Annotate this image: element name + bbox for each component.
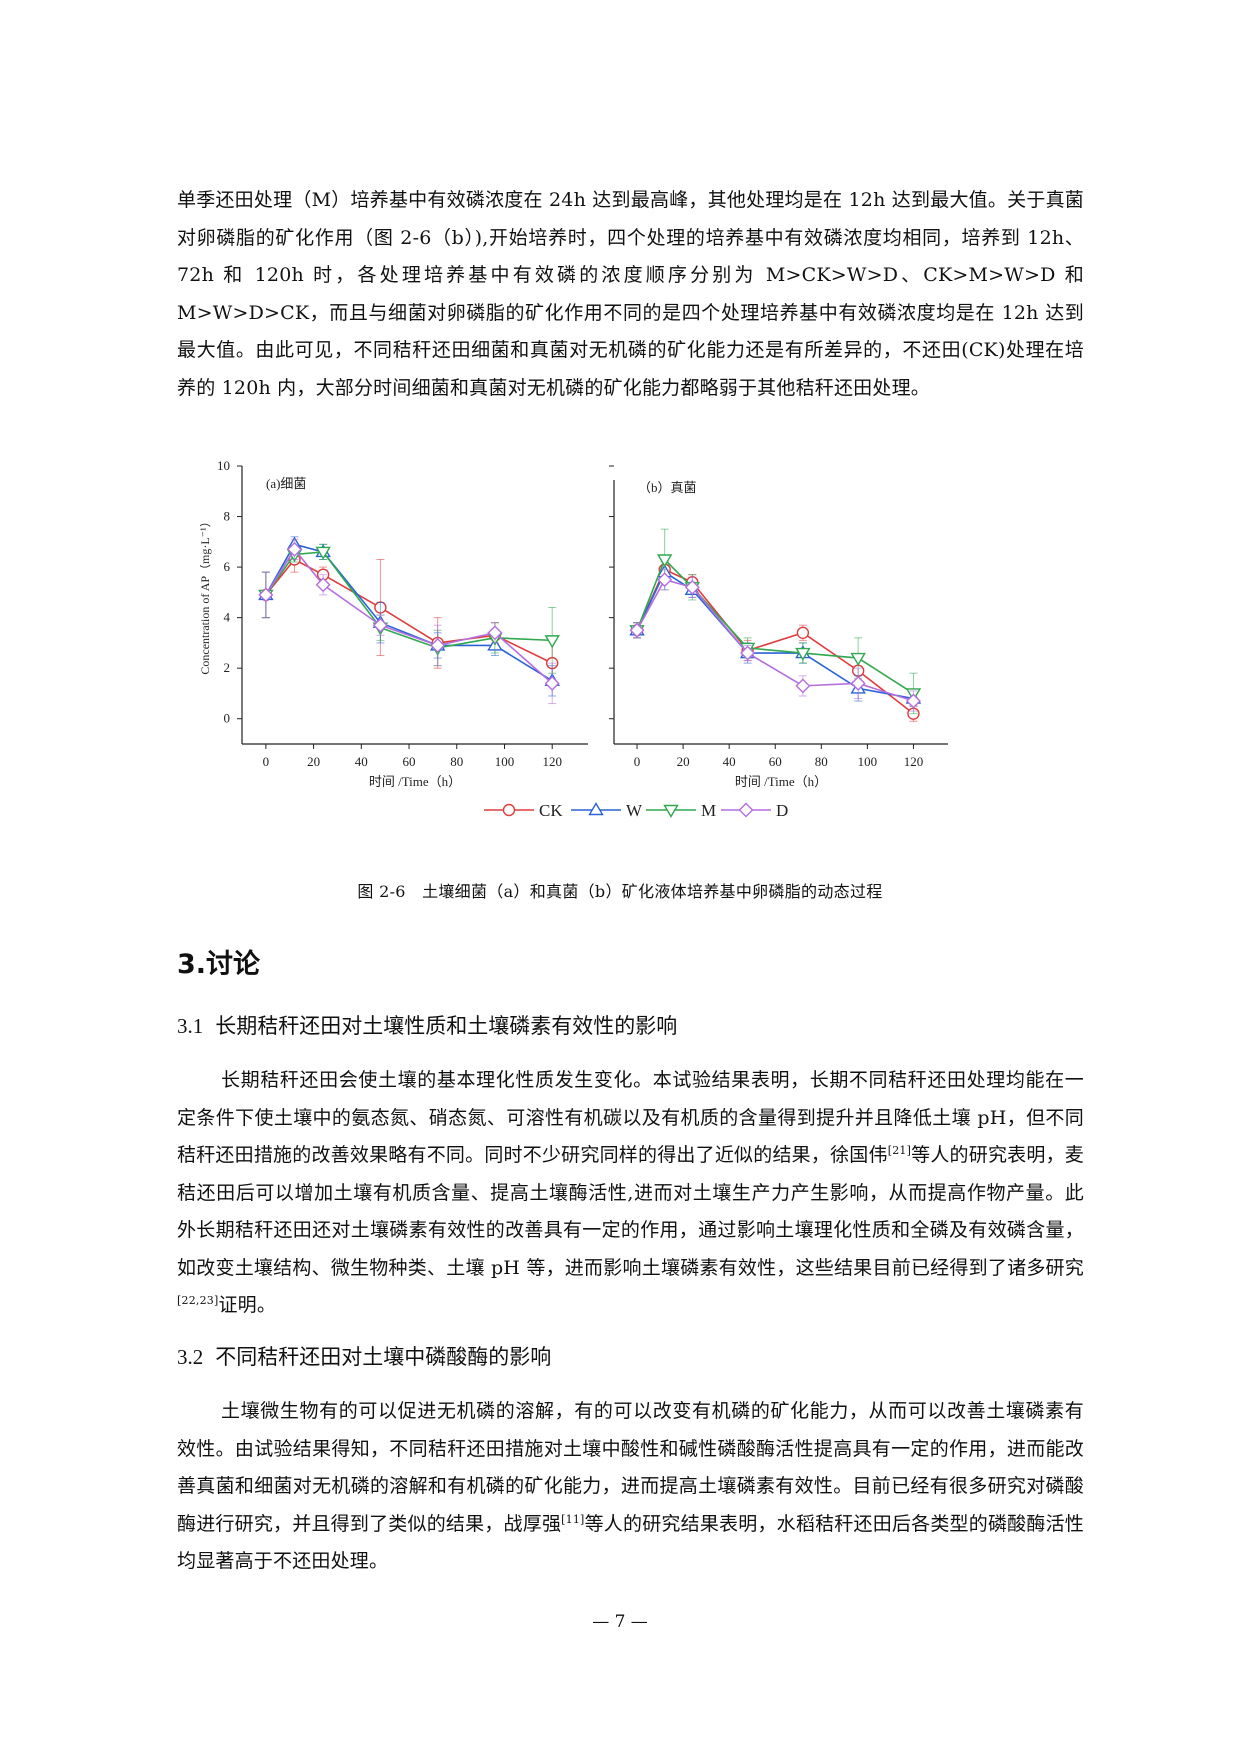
y-tick-label: 0 xyxy=(224,711,231,726)
subsection-number: 3.1 xyxy=(177,1014,204,1038)
series-line xyxy=(636,578,914,702)
legend-marker xyxy=(502,803,516,817)
y-tick-label: 8 xyxy=(224,509,231,524)
x-tick-label: 120 xyxy=(904,754,924,769)
x-tick-label: 100 xyxy=(495,754,515,769)
series-d xyxy=(629,569,921,712)
series-d xyxy=(258,538,560,705)
data-point xyxy=(315,546,331,560)
legend-label: W xyxy=(626,801,643,820)
y-tick-label: 6 xyxy=(224,559,231,574)
series-line xyxy=(636,568,914,715)
page-number: — 7 — xyxy=(592,1612,648,1632)
legend-label: D xyxy=(776,801,788,820)
series-line xyxy=(636,570,914,700)
data-point xyxy=(795,678,811,694)
data-point xyxy=(487,625,503,641)
y-tick-label: 10 xyxy=(217,458,230,473)
data-point xyxy=(905,693,921,709)
paragraph-3-2: 土壤微生物有的可以促进无机磷的溶解，有的可以改变有机磷的矿化能力，从而可以改善土… xyxy=(177,1393,1084,1581)
subsection-title: 长期秸秆还田对土壤性质和土壤磷素有效性的影响 xyxy=(215,1014,678,1038)
chart-panel-b: 0 20 40 60 80 100 120 时间 /Time（h） （b）真菌 xyxy=(609,465,948,789)
data-point xyxy=(795,647,811,661)
paragraph-text: 等人的研究表明，麦秸还田后可以增加土壤有机质含量、提高土壤酶活性,进而对土壤生产… xyxy=(177,1144,1084,1279)
y-tick-label: 2 xyxy=(224,660,231,675)
x-tick-label: 60 xyxy=(403,754,416,769)
data-point xyxy=(315,577,331,593)
paragraph-text: 等人的研究结果表明，水稻秸秆还田后各类型的磷酸酶活性均显著高于不还田处理。 xyxy=(177,1512,1084,1573)
data-point xyxy=(796,626,810,640)
paragraph-3-1: 长期秸秆还田会使土壤的基本理化性质发生变化。本试验结果表明，长期不同秸秆还田处理… xyxy=(177,1062,1084,1325)
data-point xyxy=(684,579,700,595)
series-line xyxy=(265,548,553,684)
citation-ref: [11] xyxy=(561,1512,585,1526)
paragraph-text: 土壤微生物有的可以促进无机磷的溶解，有的可以改变有机磷的矿化能力，从而可以改善土… xyxy=(177,1400,1084,1535)
data-point xyxy=(544,635,560,649)
subsection-heading-3-1: 3.1 长期秸秆还田对土壤性质和土壤磷素有效性的影响 xyxy=(177,1010,677,1040)
data-point xyxy=(287,541,302,557)
data-point xyxy=(430,637,446,653)
subsection-number: 3.2 xyxy=(177,1345,204,1369)
x-tick-label: 100 xyxy=(858,754,878,769)
data-point xyxy=(258,587,274,603)
x-axis-label: 时间 /Time（h） xyxy=(735,774,827,789)
figure-caption: 图 2-6 土壤细菌（a）和真菌（b）矿化液体培养基中卵磷脂的动态过程 xyxy=(357,882,883,901)
panel-label: (a)细菌 xyxy=(266,476,306,491)
series-line xyxy=(265,558,553,664)
y-tick-label: 4 xyxy=(224,610,231,625)
chart-legend: CK W M D xyxy=(484,801,788,820)
x-tick-label: 20 xyxy=(677,754,690,769)
legend-marker xyxy=(588,802,604,816)
x-tick-label: 20 xyxy=(307,754,320,769)
series-ck xyxy=(259,546,559,687)
data-point xyxy=(372,617,388,633)
series-line xyxy=(636,558,914,695)
panel-label: （b）真菌 xyxy=(638,480,697,495)
citation-ref: [22,23] xyxy=(177,1294,219,1307)
section-heading-discussion: 3.讨论 xyxy=(177,949,261,980)
legend-label: M xyxy=(701,801,716,820)
series-ck xyxy=(630,559,920,722)
series-line xyxy=(265,543,553,682)
y-axis-label-en: Concentration of AP（mg·L⁻¹） xyxy=(200,515,212,674)
x-tick-label: 60 xyxy=(769,754,782,769)
paragraph-text: 证明。 xyxy=(218,1294,277,1316)
intro-paragraph: 单季还田处理（M）培养基中有效磷浓度在 24h 达到最高峰，其他处理均是在 12… xyxy=(177,189,1084,399)
data-point xyxy=(629,622,645,638)
legend-marker xyxy=(738,802,754,818)
x-tick-label: 120 xyxy=(542,754,562,769)
subsection-heading-3-2: 3.2 不同秸秆还田对土壤中磷酸酶的影响 xyxy=(177,1341,551,1371)
data-point xyxy=(544,675,560,691)
legend-label: CK xyxy=(539,801,563,820)
data-point xyxy=(850,652,866,666)
data-point xyxy=(850,675,866,691)
x-axis-label: 时间 /Time（h） xyxy=(369,774,461,789)
x-tick-label: 0 xyxy=(263,754,270,769)
x-tick-label: 40 xyxy=(723,754,736,769)
subsection-title: 不同秸秆还田对土壤中磷酸酶的影响 xyxy=(215,1345,552,1369)
x-tick-label: 80 xyxy=(450,754,463,769)
x-tick-label: 0 xyxy=(634,754,641,769)
paragraph-text: 长期秸秆还田会使土壤的基本理化性质发生变化。本试验结果表明，长期不同秸秆还田处理… xyxy=(177,1069,1084,1166)
citation-ref: [21] xyxy=(887,1144,912,1157)
data-point xyxy=(657,572,673,588)
series-m xyxy=(258,543,560,674)
x-tick-label: 40 xyxy=(355,754,368,769)
data-point xyxy=(656,554,673,568)
legend-marker xyxy=(663,804,679,818)
data-point xyxy=(740,645,756,661)
x-tick-label: 80 xyxy=(815,754,828,769)
